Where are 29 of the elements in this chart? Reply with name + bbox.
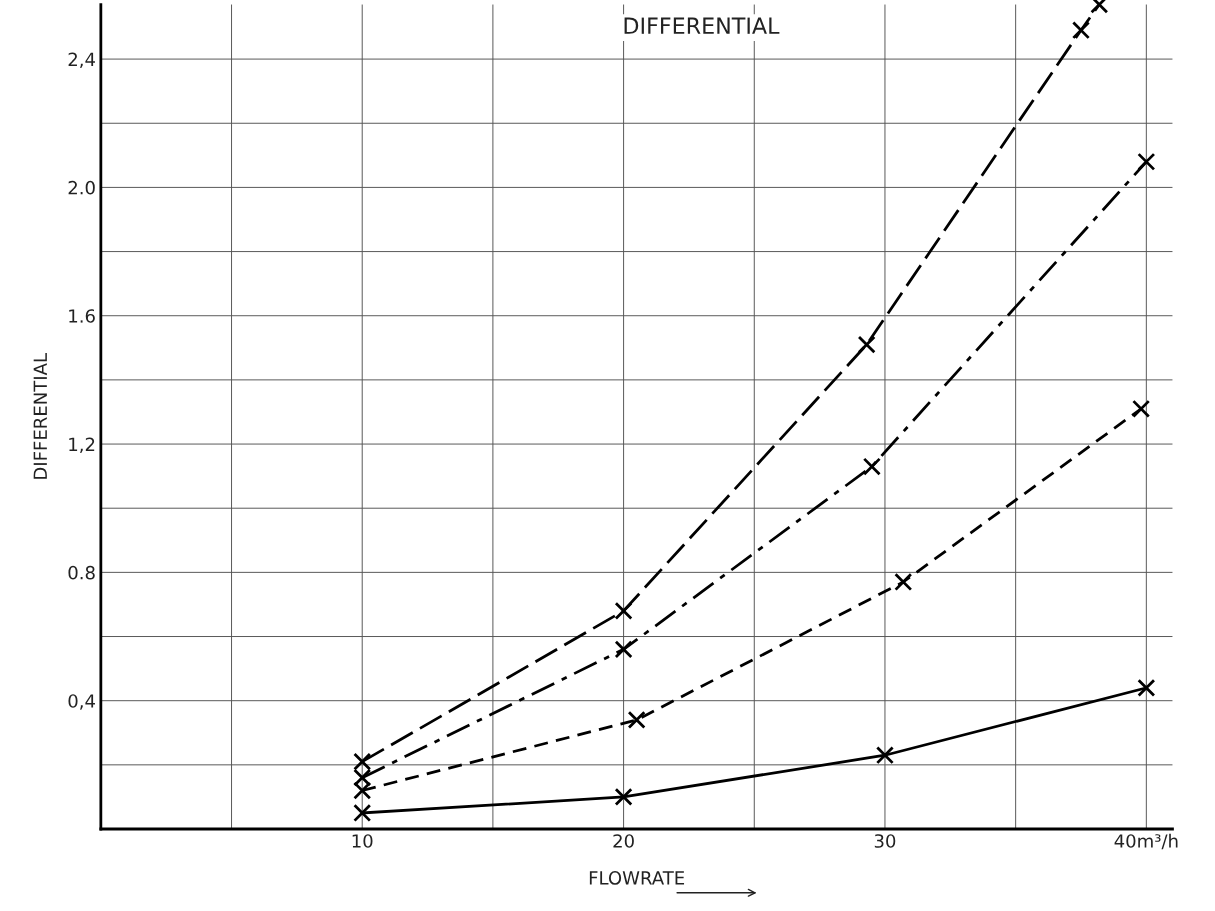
point	[1137, 678, 1156, 697]
x-axis-title: FLOWRATE	[589, 871, 685, 885]
point	[614, 787, 633, 806]
point	[353, 803, 372, 822]
point	[614, 640, 633, 659]
point	[627, 710, 646, 729]
point	[353, 781, 372, 800]
x-tick-label: 20	[613, 834, 634, 848]
x-tick-label: 30	[874, 834, 896, 848]
y-tick-label: 1,2	[69, 437, 95, 454]
x-tick-label: 40m³/h	[1114, 833, 1178, 850]
point	[894, 572, 913, 592]
y-tick-label: 0,4	[68, 694, 95, 710]
y-tick-label: 2.0	[68, 180, 95, 195]
y-tick-label: 2,4	[68, 52, 95, 69]
y-axis-title: DIFFERENTIAL	[33, 353, 47, 479]
y-tick-label: 0.8	[68, 565, 95, 580]
point	[1132, 399, 1151, 418]
point	[1071, 21, 1091, 40]
y-tick-label: 1.6	[69, 309, 95, 323]
point	[857, 335, 876, 354]
point	[353, 768, 372, 787]
point	[1137, 152, 1156, 171]
x-tick-label: 10	[352, 834, 373, 848]
point	[353, 752, 372, 771]
point	[875, 746, 894, 765]
point	[614, 601, 633, 620]
chart-title: DIFFERENTIAL	[624, 17, 780, 34]
point	[862, 457, 881, 476]
